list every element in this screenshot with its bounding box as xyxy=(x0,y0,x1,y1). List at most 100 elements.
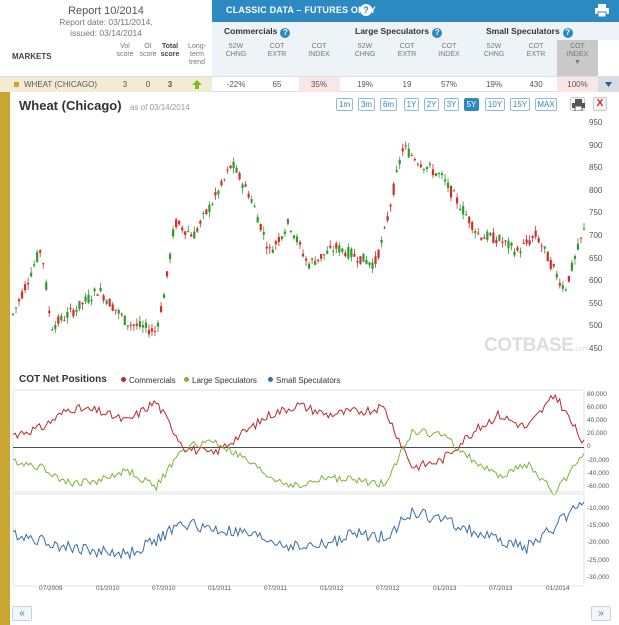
price-candle xyxy=(202,213,205,215)
price-candle xyxy=(138,321,141,328)
vol-score-header[interactable]: Vol score xyxy=(116,43,134,58)
price-candle xyxy=(371,262,374,269)
price-tick: 700 xyxy=(589,231,603,240)
cot-net-title: COT Net Positions xyxy=(19,374,107,385)
comm-chng-header[interactable]: 52W CHNG xyxy=(225,43,247,58)
price-candle xyxy=(147,329,151,335)
price-candle xyxy=(244,184,247,187)
price-candle xyxy=(108,298,111,307)
price-candle xyxy=(232,161,235,169)
price-tick: 500 xyxy=(589,321,603,331)
cotbase-watermark: COTBASE.com xyxy=(484,335,589,356)
price-candle xyxy=(474,230,477,234)
range-button-15y[interactable]: 15Y xyxy=(510,98,530,111)
trend-header[interactable]: Long-term trend xyxy=(188,43,206,66)
vol-score: 3 xyxy=(122,80,128,89)
large-index-header[interactable]: COT INDEX xyxy=(438,43,460,58)
price-candle xyxy=(169,253,172,260)
price-candle xyxy=(459,208,462,211)
range-button-10y[interactable]: 10Y xyxy=(485,98,505,111)
market-name[interactable]: WHEAT (CHICAGO) xyxy=(24,80,98,89)
legend-small-speculators[interactable]: Small Speculators xyxy=(268,376,340,385)
print-icon[interactable] xyxy=(595,4,609,17)
total-score-header[interactable]: Total score xyxy=(160,43,180,58)
price-candle xyxy=(549,259,552,269)
price-candle xyxy=(45,282,48,290)
price-candle xyxy=(54,325,57,330)
help-icon[interactable]: ? xyxy=(280,28,291,38)
price-candle xyxy=(555,273,558,278)
legend-dot xyxy=(268,377,273,382)
price-candle xyxy=(181,227,184,231)
oi-score-header[interactable]: OI score xyxy=(139,43,157,58)
scroll-right-button[interactable]: » xyxy=(591,606,611,621)
price-candle xyxy=(153,331,157,333)
small-chng-header[interactable]: 52W CHNG xyxy=(483,43,505,58)
price-candle xyxy=(443,179,447,182)
net-tick: 20,000 xyxy=(587,430,607,438)
price-candle xyxy=(51,329,54,331)
price-candle xyxy=(422,168,425,170)
table-row[interactable]: WHEAT (CHICAGO) 3 0 3 -22% 65 35% 19% 19… xyxy=(0,76,619,92)
row-dropdown[interactable] xyxy=(598,77,619,92)
price-candle xyxy=(356,261,359,263)
price-tick: 850 xyxy=(589,163,603,173)
range-button-1m[interactable]: 1m xyxy=(336,98,353,111)
help-icon[interactable]: ? xyxy=(562,28,573,38)
close-chart-button[interactable]: X xyxy=(593,97,607,111)
comm-extr-header[interactable]: COT EXTR xyxy=(267,43,287,58)
small-speculators-line xyxy=(12,501,585,561)
price-candle xyxy=(489,233,492,236)
range-button-3y[interactable]: 3Y xyxy=(444,98,459,111)
scroll-left-button[interactable]: « xyxy=(12,606,32,621)
price-candle xyxy=(483,237,486,239)
help-icon[interactable]: ? xyxy=(360,4,372,16)
price-candle xyxy=(241,184,244,188)
price-candle xyxy=(280,236,283,240)
price-candle xyxy=(87,294,90,303)
price-candle xyxy=(205,209,208,214)
help-icon[interactable]: ? xyxy=(432,28,443,38)
range-button-1y[interactable]: 1Y xyxy=(404,98,419,111)
total-score: 3 xyxy=(167,80,173,89)
price-candle xyxy=(579,237,583,239)
price-candle xyxy=(141,325,145,328)
market-bullet-icon xyxy=(14,82,19,87)
small-index-header[interactable]: COT INDEX ▼ xyxy=(566,43,589,66)
price-candle xyxy=(323,254,326,256)
x-tick: 01/2014 xyxy=(546,585,570,592)
price-candle xyxy=(217,190,220,195)
price-candle xyxy=(401,148,404,152)
price-candle xyxy=(437,173,441,175)
small-extr-header[interactable]: COT EXTR xyxy=(526,43,546,58)
comm-index-header[interactable]: COT INDEX xyxy=(308,43,330,58)
legend-large-speculators[interactable]: Large Speculators xyxy=(184,376,257,385)
range-button-max[interactable]: MAX xyxy=(535,98,557,111)
price-candle xyxy=(537,238,540,243)
price-candle xyxy=(48,310,51,314)
price-tick: 800 xyxy=(589,185,603,195)
x-tick: 07/2011 xyxy=(264,585,288,592)
small-plot-frame xyxy=(12,493,585,587)
small-tick: -25,000 xyxy=(587,556,610,564)
price-candle xyxy=(344,252,347,257)
report-header: Report 10/2014 Report date: 03/11/2014, … xyxy=(0,0,212,40)
x-tick: 07/2009 xyxy=(39,585,63,592)
range-button-3m[interactable]: 3m xyxy=(358,98,375,111)
range-button-5y[interactable]: 5Y xyxy=(464,98,479,111)
range-button-2y[interactable]: 2Y xyxy=(424,98,439,111)
range-button-6m[interactable]: 6m xyxy=(380,98,397,111)
price-candle xyxy=(111,304,114,311)
large-extr-header[interactable]: COT EXTR xyxy=(397,43,417,58)
price-candle xyxy=(150,328,154,332)
x-tick: 01/2010 xyxy=(96,585,120,592)
legend-commercials[interactable]: Commercials xyxy=(121,376,176,385)
large-chng-header[interactable]: 52W CHNG xyxy=(354,43,376,58)
price-candle xyxy=(81,302,84,305)
price-candle xyxy=(431,169,435,176)
price-candle xyxy=(314,260,317,265)
price-candle xyxy=(66,311,69,318)
price-candle xyxy=(525,239,528,244)
print-chart-button[interactable] xyxy=(570,97,585,112)
price-candle xyxy=(513,251,516,256)
